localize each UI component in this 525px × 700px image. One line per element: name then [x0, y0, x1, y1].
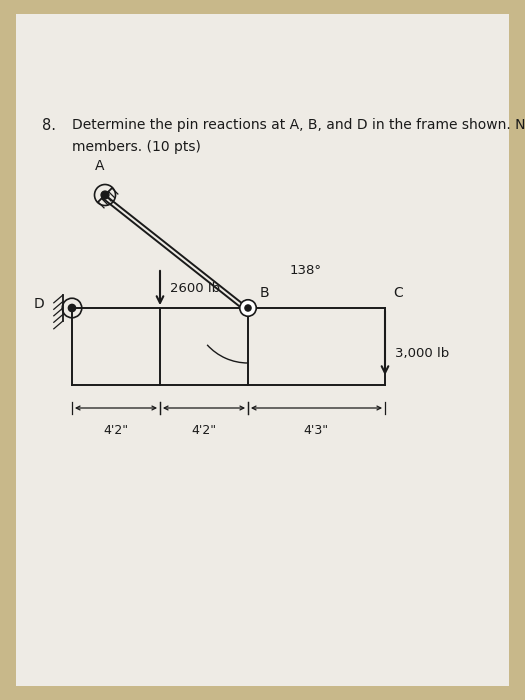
Text: D: D [33, 297, 44, 311]
Circle shape [101, 191, 109, 199]
Text: A: A [95, 159, 105, 173]
Circle shape [68, 304, 76, 312]
Text: Determine the pin reactions at A, B, and D in the frame shown. Neglect the weigh: Determine the pin reactions at A, B, and… [72, 118, 525, 132]
Text: C: C [393, 286, 403, 300]
Text: 4'2": 4'2" [192, 424, 216, 437]
Text: members. (10 pts): members. (10 pts) [72, 140, 201, 154]
Text: B: B [260, 286, 270, 300]
Text: 8.: 8. [42, 118, 56, 133]
Text: 4'3": 4'3" [303, 424, 329, 437]
Circle shape [240, 300, 256, 316]
Text: 138°: 138° [290, 263, 322, 276]
Text: 4'2": 4'2" [103, 424, 129, 437]
Circle shape [245, 305, 251, 311]
Text: 2600 lb: 2600 lb [170, 281, 220, 295]
Text: 3,000 lb: 3,000 lb [395, 346, 449, 360]
